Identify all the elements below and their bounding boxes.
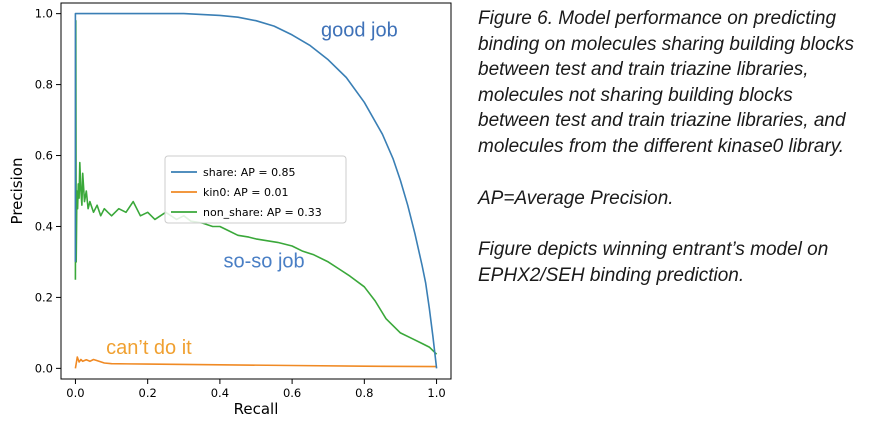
legend-box xyxy=(164,155,347,224)
x-tick-label: 0.2 xyxy=(139,386,157,400)
y-axis-label: Precision xyxy=(8,158,26,225)
y-tick-label: 0.6 xyxy=(35,149,53,163)
x-tick-label: 1.0 xyxy=(427,386,445,400)
y-axis-ticks: 0.0 0.2 0.4 0.6 0.8 1.0 xyxy=(35,7,61,375)
caption-figure-text: Figure 6. Model performance on predictin… xyxy=(478,8,855,157)
legend-entry: kin0: AP = 0.01 xyxy=(203,186,288,199)
legend-entry: share: AP = 0.85 xyxy=(203,166,296,179)
y-tick-label: 0.8 xyxy=(35,78,53,92)
legend: share: AP = 0.85 kin0: AP = 0.01 non_share… xyxy=(164,155,347,224)
chart-annotations: good job so-so job can’t do it xyxy=(106,20,398,359)
figure-caption: Figure 6. Model performance on predictin… xyxy=(478,6,868,288)
series-line-kin0 xyxy=(74,356,437,369)
annotation-label: good job xyxy=(321,20,398,42)
series-lines xyxy=(74,12,438,369)
x-tick-label: 0.0 xyxy=(66,386,84,400)
y-tick-label: 0.0 xyxy=(35,361,53,375)
x-tick-label: 0.6 xyxy=(283,386,301,400)
x-axis-label: Recall xyxy=(234,400,279,418)
caption-ap-definition: AP=Average Precision. xyxy=(478,187,674,209)
annotation-label: so-so job xyxy=(224,250,305,272)
y-tick-label: 1.0 xyxy=(35,7,53,21)
series-line-share xyxy=(74,12,438,369)
series-line-non-share xyxy=(74,19,438,355)
x-axis-ticks: 0.0 0.2 0.4 0.6 0.8 1.0 xyxy=(66,379,446,400)
y-tick-label: 0.2 xyxy=(35,290,53,304)
x-tick-label: 0.4 xyxy=(211,386,229,400)
annotation-label: can’t do it xyxy=(106,337,192,359)
precision-recall-chart: 0.0 0.2 0.4 0.6 0.8 1.0 0.0 0.2 0.4 0.6 0.8 1.0 go… xyxy=(8,2,452,418)
x-tick-label: 0.8 xyxy=(355,386,373,400)
y-tick-label: 0.4 xyxy=(35,219,53,233)
caption-note: Figure depicts winning entrant’s model o… xyxy=(478,239,829,286)
legend-entry: non_share: AP = 0.33 xyxy=(203,206,322,219)
